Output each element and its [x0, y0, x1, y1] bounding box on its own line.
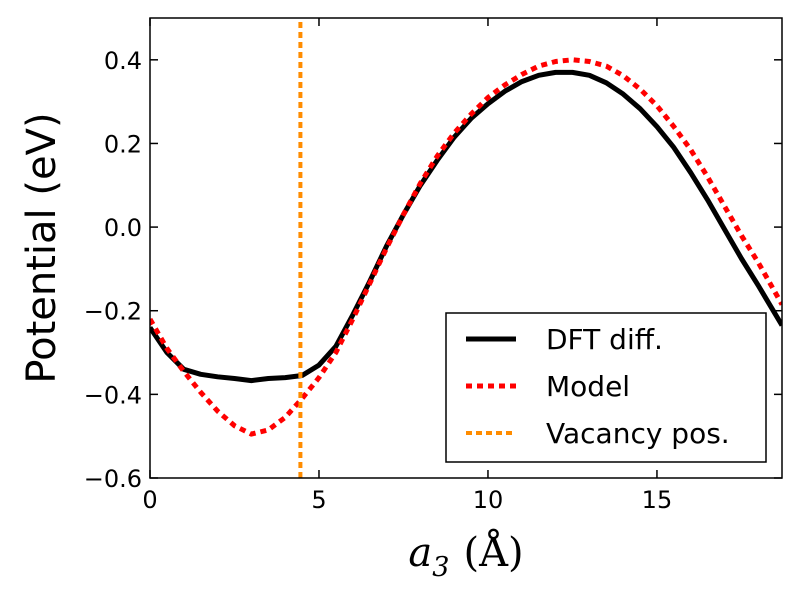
x-tick-label: 0 — [142, 486, 157, 514]
series-line-1 — [150, 57, 782, 437]
x-tick-label: 15 — [642, 486, 673, 514]
x-axis-label-unit: (Å) — [463, 529, 523, 576]
x-tick-label: 5 — [311, 486, 326, 514]
legend-label: DFT diff. — [546, 323, 663, 356]
series-line-0 — [150, 69, 782, 384]
y-tick-label: 0.2 — [104, 130, 142, 158]
ticks-layer — [149, 18, 782, 479]
y-tick-label: −0.2 — [84, 298, 142, 326]
y-axis-label: Potential (eV) — [19, 112, 65, 383]
legend: DFT diff. Model Vacancy pos. — [445, 312, 767, 463]
y-tick-label: 0.4 — [104, 47, 142, 75]
x-axis-label-sub: 3 — [432, 552, 449, 583]
series-layer — [150, 18, 782, 478]
legend-label: Model — [546, 370, 630, 403]
y-tick-label: −0.6 — [84, 465, 142, 493]
x-tick-label: 10 — [473, 486, 504, 514]
legend-label: Vacancy pos. — [546, 417, 730, 450]
y-tick-label: 0.0 — [104, 214, 142, 242]
x-axis-label-var: a — [408, 530, 432, 576]
x-axis-label: a3 (Å) — [408, 529, 523, 583]
plot-frame — [149, 17, 783, 479]
y-tick-label: −0.4 — [84, 381, 142, 409]
tick-labels-layer: 0 5 10 15 −0.6 −0.4 −0.2 0.0 0.2 0.4 — [84, 47, 673, 514]
